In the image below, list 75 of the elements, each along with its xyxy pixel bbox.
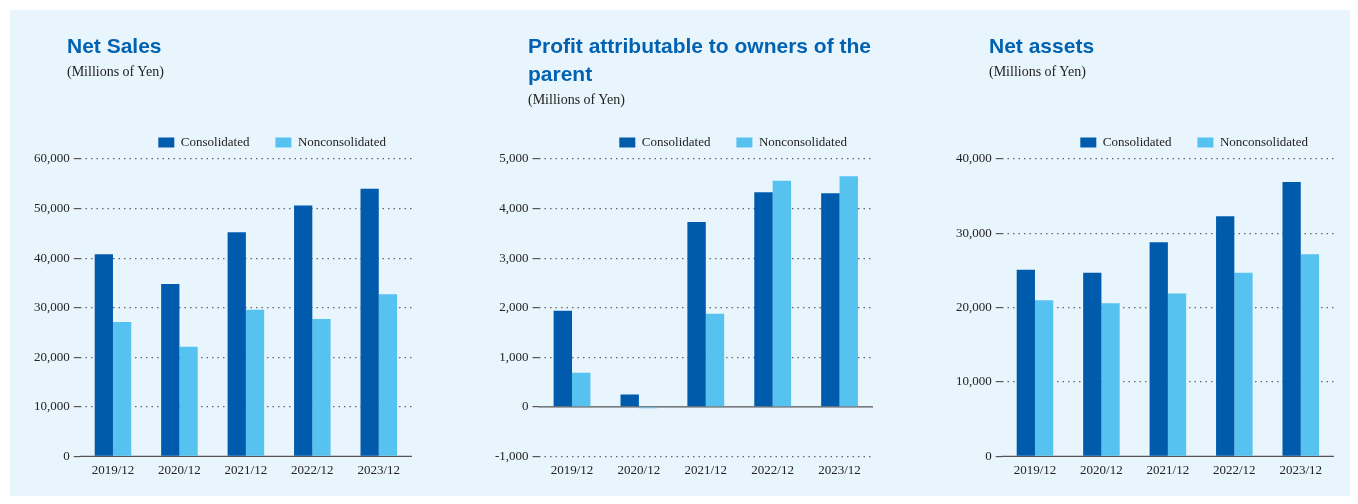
y-tick-label: 10,000 <box>956 373 992 389</box>
y-tick-label: 40,000 <box>956 150 992 166</box>
bar <box>1149 242 1168 456</box>
y-tick-label: 40,000 <box>34 249 70 265</box>
x-tick-label: 2022/12 <box>751 461 794 477</box>
chart-subtitle: (Millions of Yen) <box>67 63 165 81</box>
x-tick-label: 2021/12 <box>684 461 728 477</box>
bar <box>1101 303 1120 456</box>
legend-label: Consolidated <box>180 133 250 149</box>
x-tick-label: 2019/12 <box>91 461 135 477</box>
bar <box>1282 182 1301 456</box>
bar <box>360 188 379 456</box>
bar <box>179 346 198 456</box>
bar <box>687 221 706 407</box>
bar <box>1216 216 1235 456</box>
bar <box>1234 272 1253 456</box>
y-tick-label: 2,000 <box>499 299 529 315</box>
bar <box>378 294 398 456</box>
bar <box>227 232 246 456</box>
chart-subtitle: (Millions of Yen) <box>989 63 1087 81</box>
y-tick-label: 20,000 <box>956 299 992 315</box>
y-tick-label: 30,000 <box>34 299 70 315</box>
bar <box>245 309 265 456</box>
bar <box>553 310 573 407</box>
x-tick-label: 2020/12 <box>1080 461 1123 477</box>
y-tick-label: 0 <box>985 447 992 463</box>
x-tick-label: 2022/12 <box>1213 461 1256 477</box>
chart-subtitle: (Millions of Yen) <box>528 91 626 109</box>
bar <box>112 322 132 456</box>
chart-title: Profit attributable to owners of the parent <box>528 33 872 87</box>
bar <box>1083 272 1102 456</box>
y-tick-label: 0 <box>63 447 70 463</box>
legend-label: Nonconsolidated <box>297 133 387 149</box>
legend-label: Nonconsolidated <box>1219 133 1309 149</box>
x-tick-label: 2023/12 <box>818 461 861 477</box>
x-tick-label: 2021/12 <box>224 461 268 477</box>
bar <box>772 180 792 407</box>
bar <box>161 283 180 456</box>
bar <box>705 313 725 407</box>
y-tick-label: 50,000 <box>34 199 70 215</box>
bar <box>1300 254 1320 456</box>
x-tick-label: 2019/12 <box>550 461 594 477</box>
bar <box>754 192 773 407</box>
legend-label: Consolidated <box>1102 133 1172 149</box>
bar <box>1034 300 1054 456</box>
y-tick-label: 20,000 <box>34 348 70 364</box>
bar <box>821 193 840 407</box>
bar <box>94 254 113 456</box>
bar <box>1016 269 1035 456</box>
y-tick-label: 30,000 <box>956 224 992 240</box>
x-tick-label: 2021/12 <box>1146 461 1190 477</box>
bar <box>294 205 313 456</box>
x-tick-label: 2020/12 <box>617 461 661 477</box>
x-tick-label: 2023/12 <box>357 461 401 477</box>
y-tick-label: 60,000 <box>34 150 70 166</box>
y-tick-label: -1,000 <box>494 447 529 463</box>
x-tick-label: 2023/12 <box>1279 461 1323 477</box>
y-tick-label: 5,000 <box>499 150 529 166</box>
x-tick-label: 2020/12 <box>158 461 201 477</box>
legend-label: Nonconsolidated <box>758 133 848 149</box>
y-tick-label: 0 <box>522 398 529 414</box>
chart-title: Net Sales <box>67 33 163 59</box>
chart-title: Net assets <box>989 33 1096 59</box>
y-tick-label: 10,000 <box>34 398 70 414</box>
x-tick-label: 2022/12 <box>291 461 334 477</box>
bar <box>572 372 591 407</box>
bar <box>620 394 639 407</box>
bar <box>1167 293 1187 456</box>
y-tick-label: 1,000 <box>499 348 529 364</box>
x-tick-label: 2019/12 <box>1013 461 1057 477</box>
legend-label: Consolidated <box>641 133 711 149</box>
bar <box>312 319 331 456</box>
y-tick-label: 4,000 <box>499 199 529 215</box>
y-tick-label: 3,000 <box>499 249 529 265</box>
bar <box>839 176 858 407</box>
